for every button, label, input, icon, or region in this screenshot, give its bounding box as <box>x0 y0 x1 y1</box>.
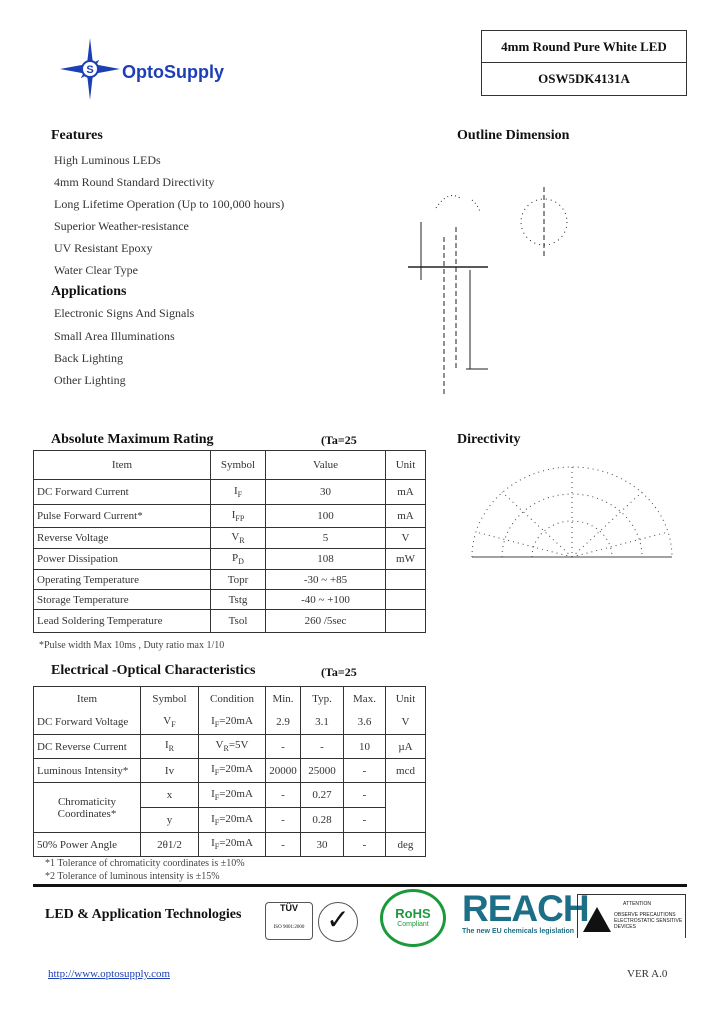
table-row: DC Reverse Current IR VR=5V - -10 µA <box>33 734 426 759</box>
eoc-heading: Electrical -Optical Characteristics <box>51 663 256 678</box>
esd-warning-logo: ATTENTION OBSERVE PRECAUTIONS ELECTROSTA… <box>577 894 686 938</box>
table-row: Pulse Forward Current* IFP 100 mA <box>33 504 426 528</box>
certified-check-icon: ✓ <box>318 902 358 942</box>
directivity-chart <box>471 466 673 558</box>
eoc-note: *1 Tolerance of chromaticity coordinates… <box>45 858 245 869</box>
features-heading: Features <box>51 128 103 143</box>
application-item: Other Lighting <box>54 373 126 387</box>
amr-note: *Pulse width Max 10ms , Duty ratio max 1… <box>39 640 225 651</box>
outline-heading: Outline Dimension <box>457 128 570 143</box>
table-row: Reverse Voltage VR 5 V <box>33 527 426 549</box>
applications-heading: Applications <box>51 284 127 299</box>
brand-logo: S OptoSupply <box>58 38 268 100</box>
table-header-row: Item Symbol Condition Min. Typ. Max. Unit <box>33 686 426 711</box>
amr-heading: Absolute Maximum Rating <box>51 432 214 447</box>
feature-item: UV Resistant Epoxy <box>54 241 153 255</box>
reach-logo: REACH The new EU chemicals legislation <box>462 890 590 940</box>
feature-item: 4mm Round Standard Directivity <box>54 175 215 189</box>
table-row: Storage Temperature Tstg -40 ~ +100 <box>33 589 426 610</box>
tuv-logo: TÜV ISO 9001:2000 <box>265 902 313 940</box>
application-item: Back Lighting <box>54 351 123 365</box>
svg-text:S: S <box>86 64 93 76</box>
table-row: DC Forward Voltage VF IF=20mA 2.9 3.1 3.6 V <box>33 710 426 735</box>
table-row: DC Forward Current IF 30 mA <box>33 479 426 505</box>
rohs-logo: RoHS Compliant <box>380 889 446 947</box>
version: VER A.0 <box>627 968 668 980</box>
part-number: OSW5DK4131A <box>538 71 630 86</box>
table-row: 50% Power Angle 2θ1/2 IF=20mA -30- deg <box>33 832 426 857</box>
website-link[interactable]: http://www.optosupply.com <box>48 968 171 980</box>
amr-condition: (Ta=25 <box>321 433 357 447</box>
table-row: Power Dissipation PD 108 mW <box>33 548 426 570</box>
table-header-row: Item Symbol Value Unit <box>33 450 426 480</box>
table-row: Operating Temperature Topr -30 ~ +85 <box>33 569 426 590</box>
amr-table: Item Symbol Value Unit DC Forward Current I… <box>33 450 426 633</box>
tagline: LED & Application Technologies <box>45 907 242 922</box>
application-item: Small Area Illuminations <box>54 329 175 343</box>
table-row: Luminous Intensity* Iv IF=20mA 20000 25000- m… <box>33 758 426 783</box>
eoc-note: *2 Tolerance of luminous intensity is ±1… <box>45 871 220 882</box>
table-row: Lead Soldering Temperature Tsol 260 /5sec <box>33 609 426 633</box>
footer-divider <box>33 884 687 887</box>
feature-item: High Luminous LEDs <box>54 153 161 167</box>
title-box: 4mm Round Pure White LED OSW5DK4131A <box>481 30 687 96</box>
application-item: Electronic Signs And Signals <box>54 306 195 320</box>
eoc-table: Item Symbol Condition Min. Typ. Max. Unit DC… <box>33 686 426 857</box>
product-name: 4mm Round Pure White LED <box>482 31 686 63</box>
eoc-condition: (Ta=25 <box>321 665 357 679</box>
table-row: Chromaticity Coordinates* x IF=20mA -0.27- <box>33 782 426 833</box>
esd-icon <box>583 907 611 932</box>
feature-item: Long Lifetime Operation (Up to 100,000 h… <box>54 197 285 211</box>
star-icon: S <box>60 38 120 100</box>
feature-item: Superior Weather-resistance <box>54 219 189 233</box>
brand-name: OptoSupply <box>122 62 224 82</box>
feature-item: Water Clear Type <box>54 263 138 277</box>
directivity-heading: Directivity <box>457 432 521 447</box>
outline-drawing <box>408 187 568 395</box>
